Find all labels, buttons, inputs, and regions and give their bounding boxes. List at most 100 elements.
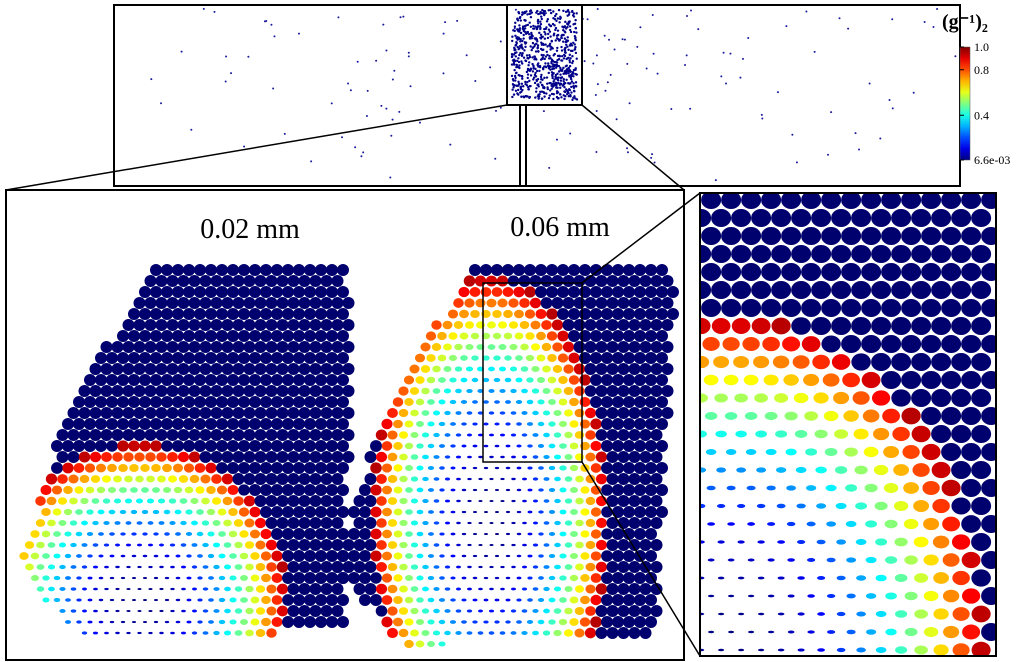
particle (131, 598, 137, 602)
particle (707, 594, 715, 598)
dot (595, 150, 598, 153)
particle (911, 353, 932, 371)
particle (612, 396, 624, 408)
particle (584, 319, 597, 331)
dot (510, 74, 514, 78)
particle (455, 631, 462, 635)
particle (208, 576, 214, 580)
dot (555, 77, 558, 80)
particle (431, 320, 442, 330)
particle (722, 337, 740, 351)
dot (725, 82, 728, 85)
particle (508, 321, 519, 329)
dot (516, 88, 520, 92)
particle (456, 565, 461, 569)
particle (239, 530, 249, 538)
dot (385, 49, 388, 52)
particle (304, 418, 316, 430)
particle (232, 275, 245, 287)
dot (567, 56, 570, 59)
panel-label: 0.02 mm (200, 214, 300, 245)
particle (271, 484, 283, 496)
particle (282, 572, 294, 584)
particle (771, 281, 792, 299)
particle (467, 499, 472, 503)
particle (155, 385, 168, 397)
dot (566, 36, 569, 39)
particle (439, 532, 445, 536)
particle (158, 521, 165, 525)
particle (548, 553, 556, 559)
particle (89, 363, 102, 375)
particle (111, 407, 124, 419)
dot (575, 85, 578, 88)
particle (467, 543, 472, 547)
particle (399, 475, 408, 483)
particle (543, 521, 550, 525)
particle (639, 495, 652, 507)
dot (283, 132, 286, 135)
particle (791, 281, 812, 299)
particle (183, 396, 195, 408)
dot (559, 73, 562, 76)
particle (410, 409, 419, 417)
particle (505, 620, 511, 624)
particle (120, 576, 126, 580)
particle (157, 475, 166, 483)
particle (701, 612, 705, 616)
dot (532, 27, 535, 30)
particle (131, 554, 137, 558)
particle (254, 385, 267, 397)
particle (36, 564, 45, 570)
particle (505, 488, 511, 492)
particle (771, 317, 791, 335)
particle (381, 441, 393, 451)
particle (188, 341, 201, 353)
particle (271, 550, 283, 562)
particle (472, 598, 478, 602)
particle (304, 264, 316, 276)
particle (590, 396, 602, 408)
dot (465, 54, 468, 57)
particle (590, 264, 602, 276)
particle (893, 464, 910, 476)
particle (234, 586, 243, 592)
dot (571, 61, 574, 65)
particle (276, 385, 289, 397)
particle (106, 418, 118, 430)
particle (542, 410, 551, 416)
particle (458, 286, 470, 298)
particle (921, 443, 941, 461)
connector (5, 104, 508, 191)
particle (717, 540, 725, 544)
dot (540, 41, 543, 44)
dot (524, 59, 528, 63)
particle (757, 576, 765, 580)
dot (541, 12, 545, 15)
particle (861, 335, 882, 353)
particle (595, 561, 608, 573)
particle (68, 474, 79, 484)
dot (569, 30, 573, 34)
particle (601, 374, 613, 386)
particle (191, 609, 198, 613)
particle (67, 429, 80, 441)
particle (364, 451, 377, 463)
particle (807, 558, 816, 562)
particle (62, 418, 74, 430)
dot (838, 17, 841, 20)
particle (639, 517, 652, 529)
particle (449, 377, 457, 383)
particle (782, 336, 801, 352)
particle (166, 429, 179, 441)
dot (520, 82, 524, 85)
particle (86, 531, 94, 537)
particle (757, 540, 765, 544)
particle (612, 374, 624, 386)
dot (559, 76, 562, 80)
particle (617, 341, 630, 353)
particle (117, 418, 129, 430)
dot (540, 17, 543, 21)
particle (580, 552, 590, 560)
particle (191, 543, 198, 547)
